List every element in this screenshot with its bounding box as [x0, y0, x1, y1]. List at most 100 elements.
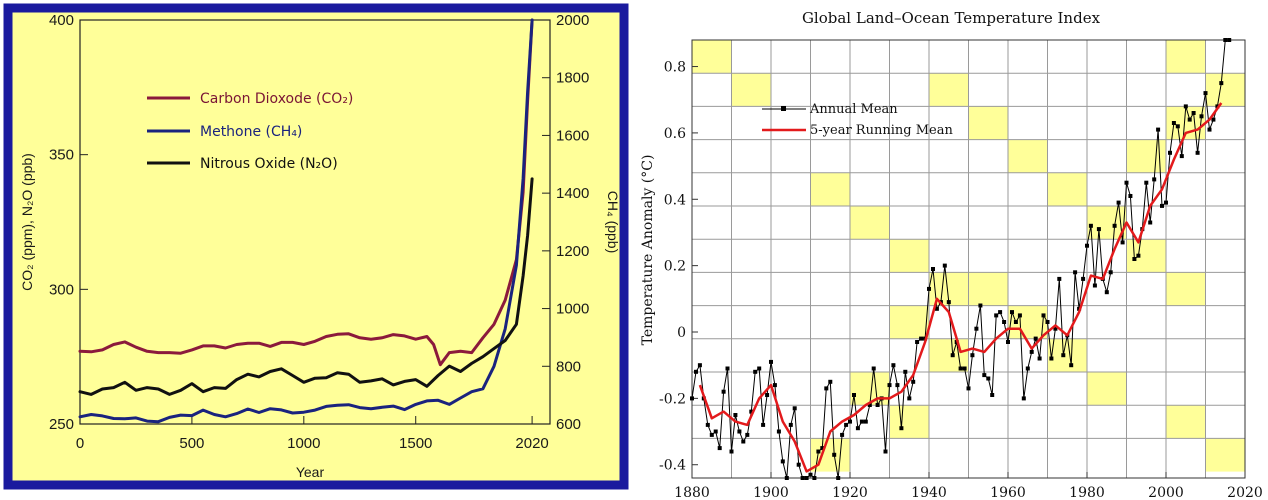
annual-mean-point: [772, 383, 777, 388]
annual-mean-point: [1195, 150, 1200, 155]
y-right-tick-label: 800: [556, 358, 581, 375]
annual-mean-point: [765, 393, 770, 397]
annual-mean-point: [903, 369, 908, 374]
annual-mean-point: [1175, 124, 1180, 129]
annual-mean-point: [1061, 353, 1066, 358]
y-right-tick-label: 1800: [556, 70, 589, 87]
legend-label-co2: Carbon Dioxode (CO₂): [200, 91, 353, 107]
annual-mean-point: [1073, 270, 1078, 275]
annual-mean-point: [1223, 38, 1228, 42]
chart-title: Global Land–Ocean Temperature Index: [802, 9, 1101, 27]
annual-mean-point: [844, 422, 849, 427]
x-tick-label: 1500: [399, 435, 432, 452]
annual-mean-point: [792, 406, 797, 411]
annual-mean-point: [737, 429, 742, 434]
highlight-cell: [731, 73, 771, 107]
annual-mean-point: [1128, 194, 1133, 198]
highlight-cell: [1205, 73, 1245, 107]
annual-mean-point: [990, 393, 995, 397]
highlight-cell: [810, 172, 850, 206]
annual-mean-point: [1168, 150, 1172, 155]
highlight-cell: [1166, 272, 1206, 306]
annual-mean-point: [776, 429, 781, 434]
annual-mean-point: [800, 476, 805, 480]
highlight-cell: [1205, 438, 1245, 472]
annual-mean-point: [769, 359, 773, 364]
annual-mean-point: [753, 369, 758, 374]
y-tick-label: 0.2: [664, 259, 686, 275]
annual-mean-point: [1045, 320, 1050, 324]
plot-area: [79, 19, 551, 425]
annual-mean-point: [962, 366, 967, 371]
highlight-cell: [929, 338, 969, 372]
annual-mean-point: [986, 376, 991, 381]
annual-mean-point: [832, 452, 837, 457]
annual-mean-point: [994, 313, 999, 318]
annual-mean-point: [887, 383, 892, 388]
series-line-running-mean: [698, 102, 1223, 473]
y-tick-label: 0: [677, 325, 686, 341]
legend: Carbon Dioxode (CO₂) Methone (CH₄) Nitro…: [147, 91, 353, 172]
annual-mean-point: [1021, 396, 1026, 401]
annual-mean-point: [998, 310, 1003, 315]
annual-mean-point: [840, 432, 845, 437]
annual-mean-point: [1132, 257, 1137, 261]
highlight-cell: [692, 40, 732, 74]
y-left-tick-label: 400: [49, 12, 74, 29]
annual-mean-point: [883, 449, 888, 454]
annual-mean-point: [1057, 276, 1062, 281]
annual-mean-point: [788, 422, 793, 427]
highlight-cell: [1008, 139, 1048, 173]
annual-mean-point: [982, 373, 987, 378]
y-axis-left-title: CO₂ (ppm), N₂O (ppb): [19, 153, 35, 291]
annual-mean-point: [1092, 283, 1097, 288]
annual-mean-point: [934, 306, 939, 311]
annual-mean-point: [891, 363, 896, 368]
annual-mean-point: [848, 419, 852, 424]
x-axis-title: Year: [296, 464, 325, 480]
annual-mean-point: [1160, 203, 1164, 208]
legend-label-running: 5-year Running Mean: [810, 123, 953, 138]
highlight-cell: [850, 206, 890, 240]
highlight-cell: [929, 73, 969, 107]
annual-mean-point: [852, 393, 856, 397]
annual-mean-point: [1164, 200, 1168, 205]
annual-mean-point: [725, 366, 730, 371]
annual-mean-point: [911, 379, 916, 384]
annual-mean-point: [717, 446, 722, 451]
highlight-cell: [1126, 239, 1166, 273]
highlight-cell: [1047, 172, 1087, 206]
annual-mean-point: [1049, 356, 1054, 361]
x-tick-label: 2020: [515, 435, 548, 452]
highlight-cell: [968, 106, 1008, 140]
annual-mean-point: [741, 439, 746, 444]
annual-mean-point: [1199, 114, 1204, 119]
x-tick-label: 2000: [1148, 485, 1184, 500]
legend: Annual Mean 5-year Running Mean: [762, 102, 953, 138]
x-tick-label: 2020: [1227, 485, 1263, 500]
highlight-cell: [1047, 338, 1087, 372]
annual-mean-point: [796, 462, 801, 467]
annual-mean-point: [1116, 200, 1121, 205]
x-tick-label: 500: [179, 435, 204, 452]
annual-mean-point: [919, 336, 924, 341]
annual-mean-point: [855, 426, 860, 431]
legend-label-n2o: Nitrous Oxide (N₂O): [200, 156, 338, 172]
annual-mean-point: [784, 476, 789, 480]
annual-mean-point: [942, 263, 947, 268]
annual-mean-point: [761, 422, 766, 427]
legend-marker-annual: [781, 106, 786, 111]
annual-mean-point: [1104, 290, 1109, 295]
x-tick-label: 1960: [990, 485, 1026, 500]
y-left-tick-label: 350: [49, 147, 74, 164]
annual-mean-point: [1017, 313, 1022, 318]
annual-mean-point: [1124, 180, 1129, 185]
series-line-co2: [78, 18, 534, 367]
annual-mean-point: [729, 449, 734, 454]
annual-mean-point: [915, 340, 920, 344]
annual-mean-point: [820, 446, 825, 451]
y-right-tick-label: 1200: [556, 243, 589, 260]
annual-mean-point: [1025, 366, 1030, 371]
x-tick-label: 1900: [753, 485, 789, 500]
annual-mean-point: [1041, 313, 1046, 318]
